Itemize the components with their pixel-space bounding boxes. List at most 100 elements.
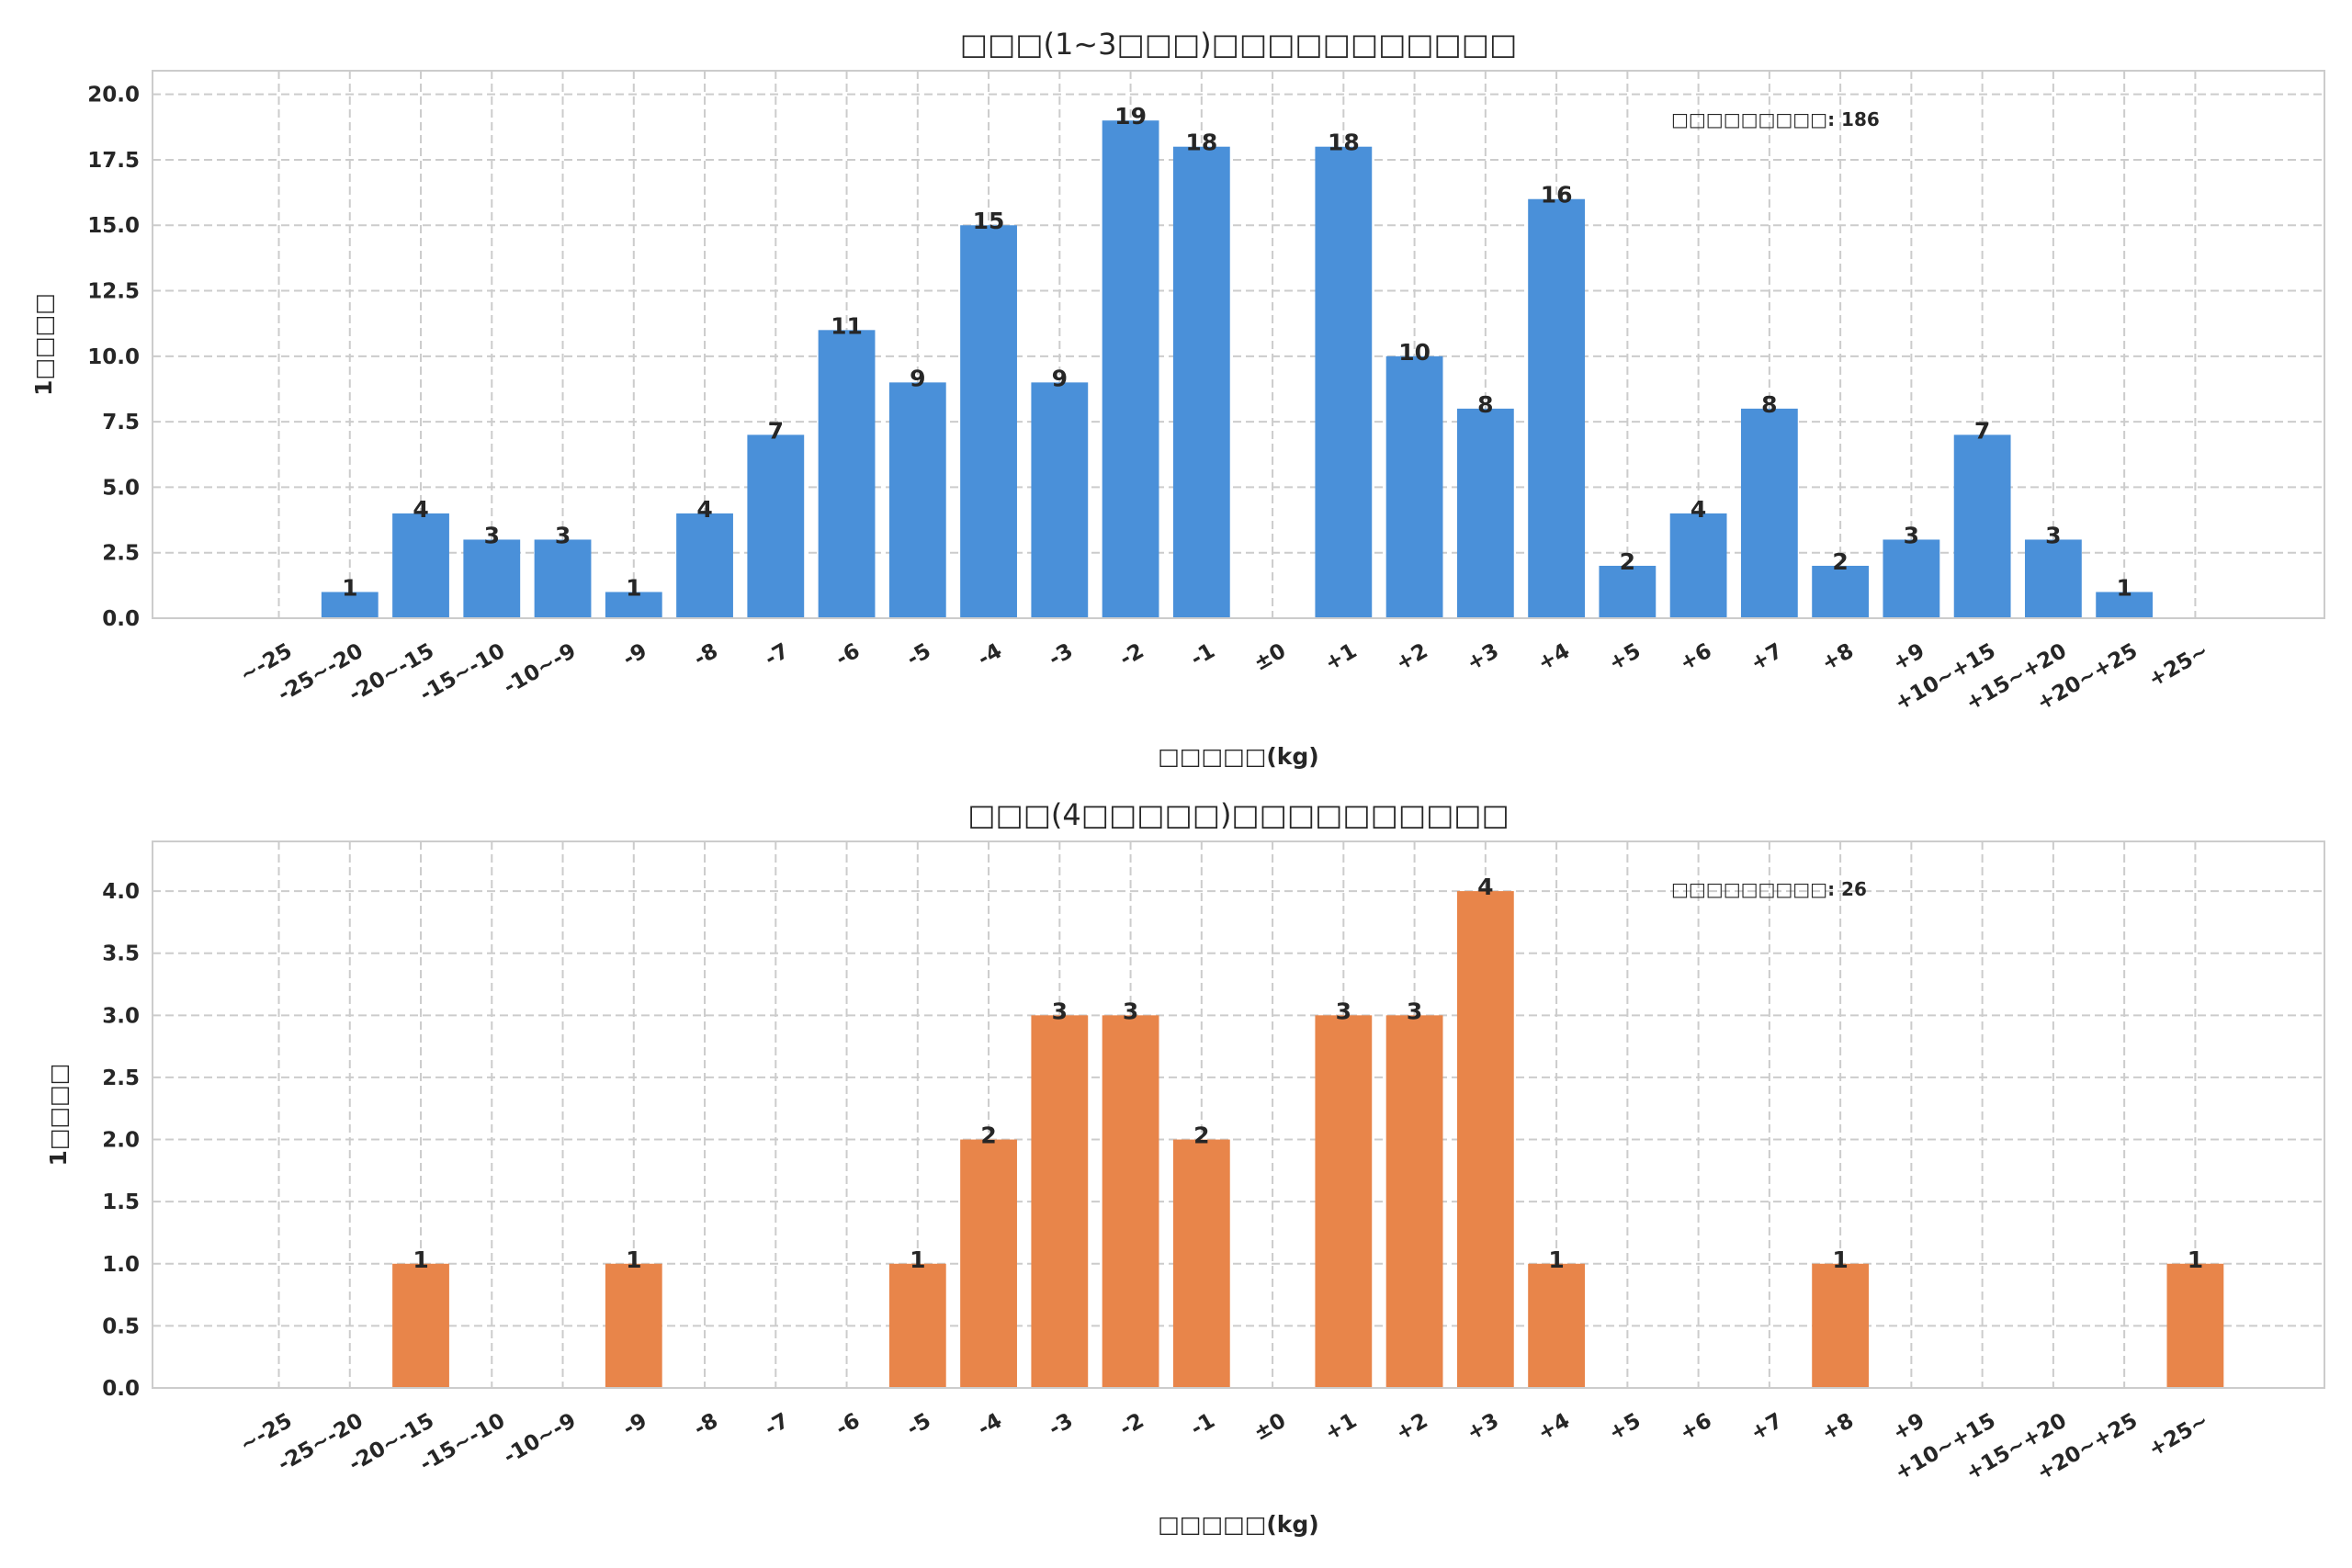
- x-tick-label: -8: [690, 639, 722, 671]
- x-tick-label: -8: [690, 1409, 722, 1441]
- axes-frame: [152, 840, 2325, 1389]
- data-label: 9: [1052, 365, 1068, 391]
- bar: [888, 382, 946, 618]
- x-axis-label: □□□□□(kg): [1158, 1511, 1318, 1538]
- bar: [818, 330, 876, 618]
- x-tick-label: -3: [1045, 1409, 1077, 1441]
- y-tick-label: 1.5: [102, 1190, 140, 1214]
- y-axis-label: 1□□□□: [30, 293, 57, 396]
- x-tick-label: +9: [1889, 1409, 1929, 1446]
- y-tick-label: 17.5: [87, 149, 140, 173]
- data-label: 4: [1477, 874, 1493, 900]
- data-label: 4: [1690, 496, 1706, 523]
- data-label: 4: [696, 496, 712, 523]
- x-tick-label: ±0: [1250, 1409, 1291, 1446]
- bar: [1669, 513, 1727, 618]
- bar: [392, 513, 449, 618]
- y-tick-label: 10.0: [87, 345, 140, 369]
- data-label: 9: [910, 365, 925, 391]
- data-label: 18: [1185, 130, 1217, 156]
- data-label: 2: [1193, 1122, 1209, 1149]
- x-tick-label: -5: [903, 1409, 935, 1441]
- data-label: 7: [1974, 417, 1990, 444]
- x-tick-label: -2: [1115, 1409, 1148, 1441]
- x-tick-label: ±0: [1250, 639, 1291, 676]
- x-tick-label: +8: [1818, 1409, 1859, 1446]
- data-label: 10: [1398, 339, 1430, 366]
- bar: [2096, 592, 2154, 618]
- data-label: 3: [1407, 998, 1422, 1024]
- x-tick-label: -4: [974, 639, 1006, 671]
- bar: [392, 1263, 449, 1388]
- y-axis-label: 1□□□□: [45, 1064, 72, 1167]
- bar: [1031, 382, 1089, 618]
- bar: [463, 539, 521, 618]
- bar: [1385, 1015, 1443, 1388]
- data-label: 1: [413, 1247, 428, 1273]
- data-label: 3: [1123, 998, 1138, 1024]
- data-label: 18: [1328, 130, 1360, 156]
- y-tick-label: 2.5: [102, 1066, 140, 1090]
- bar: [888, 1263, 946, 1388]
- x-axis-label: □□□□□(kg): [1158, 743, 1318, 770]
- x-tick-label: -4: [974, 1409, 1006, 1441]
- x-tick-label: +25~: [2144, 639, 2212, 693]
- x-tick-label: +3: [1463, 639, 1503, 676]
- x-tick-label: -9: [619, 1409, 651, 1441]
- bar: [534, 539, 592, 618]
- x-tick-label: -1: [1187, 639, 1219, 671]
- data-label: 8: [1477, 391, 1493, 418]
- x-tick-label: +6: [1676, 1409, 1716, 1446]
- data-label: 1: [2116, 574, 2132, 601]
- y-tick-label: 0.0: [102, 1377, 140, 1401]
- x-tick-label: +2: [1392, 1409, 1432, 1446]
- x-tick-label: -9: [619, 639, 651, 671]
- chart-title: □□□(4□□□□□)□□□□□□□□□□: [967, 797, 1510, 832]
- data-label: 8: [1761, 391, 1777, 418]
- chart-2: 0.0 0.5 1.0 1.5 2.0 2.5 3.0 3.5 4.0 1 1 1 2 3 3 2 3 3 4 1 1 1…: [45, 797, 2325, 1538]
- data-label: 3: [1336, 998, 1351, 1024]
- x-tick-label: +1: [1321, 1409, 1362, 1446]
- data-label: 3: [2045, 522, 2061, 548]
- total-annotation: □□□□□□□□□: 186: [1671, 108, 1880, 130]
- bar: [1102, 120, 1159, 618]
- x-tick-label: +6: [1676, 639, 1716, 676]
- y-tick-label: 0.0: [102, 607, 140, 631]
- x-tick-label: -10~-9: [500, 639, 581, 700]
- y-tick-label: 12.5: [87, 280, 140, 304]
- bar: [1456, 891, 1514, 1388]
- data-label: 1: [1832, 1247, 1848, 1273]
- bar: [1456, 408, 1514, 618]
- y-tick-label: 1.0: [102, 1253, 140, 1277]
- bar: [960, 225, 1017, 618]
- bar: [1031, 1015, 1089, 1388]
- total-annotation: □□□□□□□□□: 26: [1671, 878, 1867, 900]
- data-label: 3: [1052, 998, 1068, 1024]
- chart-title: □□□(1~3□□□)□□□□□□□□□□□: [960, 27, 1517, 62]
- bar: [1315, 1015, 1373, 1388]
- data-label: 19: [1114, 103, 1147, 130]
- bar: [1315, 146, 1373, 619]
- x-tick-label: +7: [1747, 639, 1787, 676]
- data-label: 7: [768, 417, 784, 444]
- data-label: 2: [1832, 548, 1848, 575]
- bar: [321, 592, 379, 618]
- bar: [1740, 408, 1798, 618]
- x-tick-label: +5: [1605, 1409, 1645, 1446]
- x-tick-label: +4: [1534, 639, 1575, 676]
- x-tick-label: -1: [1187, 1409, 1219, 1441]
- x-tick-label: +25~: [2144, 1409, 2212, 1462]
- x-tick-label: -5: [903, 639, 935, 671]
- bar: [960, 1139, 1017, 1388]
- x-tick-label: -7: [761, 639, 793, 671]
- data-label: 1: [626, 1247, 641, 1273]
- y-tick-label: 4.0: [102, 880, 140, 904]
- x-tick-label: +9: [1889, 639, 1929, 676]
- y-tick-label: 3.5: [102, 942, 140, 966]
- x-tick-label: +1: [1321, 639, 1362, 676]
- bar: [2166, 1263, 2224, 1388]
- bar: [1385, 355, 1443, 618]
- x-tick-label: +7: [1747, 1409, 1787, 1446]
- data-label: 3: [555, 522, 571, 548]
